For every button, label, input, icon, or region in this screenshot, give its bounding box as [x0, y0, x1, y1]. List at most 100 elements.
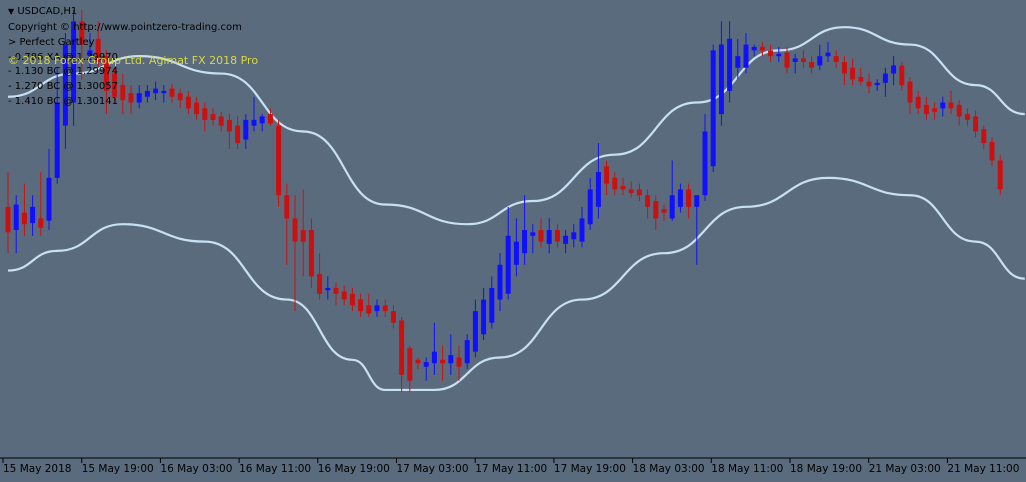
bull-candle — [464, 334, 470, 370]
candle-body — [710, 50, 716, 167]
candle-body — [399, 320, 405, 375]
bear-candle — [276, 119, 282, 207]
candle-body — [38, 218, 44, 228]
candle-body — [235, 125, 241, 144]
bear-candle — [964, 108, 970, 126]
candle-body — [185, 96, 191, 109]
candle-body — [579, 218, 585, 242]
candle-body — [358, 299, 364, 312]
bear-candle — [300, 189, 306, 277]
bull-candle — [579, 206, 585, 248]
candle-body — [144, 90, 150, 97]
candle-body — [210, 114, 216, 120]
candle-body — [169, 88, 175, 97]
bear-candle — [554, 224, 560, 248]
candle-body — [112, 73, 118, 97]
bull-candle — [727, 21, 733, 103]
bull-candle — [587, 177, 593, 230]
candle-body — [415, 359, 421, 364]
candle-body — [718, 44, 724, 115]
candle-body — [489, 287, 495, 323]
candle-body — [727, 38, 733, 91]
bear-candle — [284, 183, 290, 265]
candle-body — [153, 88, 159, 94]
bear-candle — [661, 204, 667, 221]
candle-body — [522, 230, 528, 254]
candle-body — [981, 129, 987, 144]
candle-body — [259, 116, 265, 124]
candle-body — [784, 52, 790, 68]
candle-body — [440, 359, 446, 364]
bull-candle — [161, 85, 167, 103]
candle-body — [653, 201, 659, 219]
candle-body — [702, 131, 708, 196]
candle-body — [964, 114, 970, 120]
bull-candle — [243, 114, 249, 149]
bear-candle — [923, 96, 929, 120]
candle-body — [325, 287, 331, 291]
bull-candle — [497, 253, 503, 312]
bull-candle — [825, 42, 831, 62]
bear-candle — [850, 58, 856, 86]
bear-candle — [636, 183, 642, 202]
bull-candle — [259, 114, 265, 132]
candle-body — [243, 119, 249, 140]
bull-candle — [563, 230, 569, 254]
bull-candle — [431, 322, 437, 375]
bear-candle — [349, 287, 355, 312]
candle-body — [374, 305, 380, 312]
bear-candle — [899, 61, 905, 91]
candle-body — [850, 67, 856, 80]
candle-body — [554, 230, 560, 242]
candle-body — [497, 264, 503, 300]
bear-candle — [604, 160, 610, 196]
x-tick-label: 17 May 03:00 — [397, 463, 469, 475]
candle-body — [915, 96, 921, 109]
bear-candle — [415, 357, 421, 370]
candle-body — [161, 90, 167, 94]
candle-body — [604, 166, 610, 184]
candle-body — [759, 46, 765, 51]
x-tick-label: 18 May 03:00 — [633, 463, 705, 475]
bear-candle — [169, 83, 175, 103]
candle-body — [833, 56, 839, 62]
bear-candle — [185, 90, 191, 115]
candle-body — [333, 287, 339, 294]
bear-candle — [456, 345, 462, 381]
bear-candle — [103, 50, 109, 115]
bear-candle — [997, 154, 1003, 196]
bear-candle — [128, 85, 134, 115]
candle-body — [571, 232, 577, 240]
bear-candle — [308, 218, 314, 288]
candle-body — [874, 82, 880, 86]
candle-body — [612, 177, 618, 190]
candle-body — [30, 206, 36, 224]
candle-body — [13, 204, 19, 230]
bear-candle — [333, 282, 339, 306]
bull-candle — [87, 32, 93, 68]
candle-body — [390, 311, 396, 323]
bear-candle — [5, 172, 11, 254]
candle-body — [95, 38, 101, 62]
bull-candle — [374, 299, 380, 317]
candle-body — [743, 44, 749, 68]
candle-body — [481, 299, 487, 335]
bear-candle — [973, 110, 979, 138]
candle-body — [923, 104, 929, 115]
bull-candle — [144, 85, 150, 103]
x-tick-label: 21 May 03:00 — [869, 463, 941, 475]
upper-band-line — [7, 26, 1025, 226]
candle-body — [267, 114, 273, 124]
bull-candle — [513, 218, 519, 277]
bear-candle — [809, 56, 815, 74]
bull-candle — [882, 67, 888, 97]
candle-body — [128, 93, 134, 103]
x-tick-label: 17 May 19:00 — [554, 463, 626, 475]
bear-candle — [95, 21, 101, 68]
bear-candle — [620, 177, 626, 196]
candle-body — [932, 108, 938, 112]
candle-body — [587, 189, 593, 225]
bear-candle — [38, 172, 44, 236]
bear-candle — [653, 195, 659, 230]
